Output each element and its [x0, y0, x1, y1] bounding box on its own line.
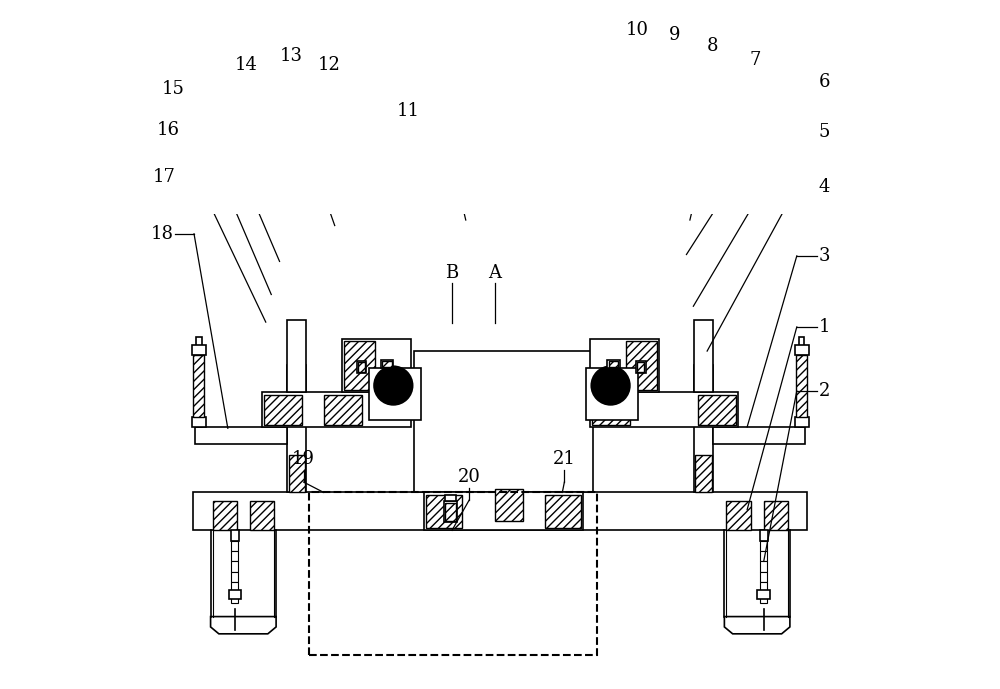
Bar	[795, 345, 809, 355]
Bar	[636, 361, 646, 373]
Text: A: A	[488, 264, 501, 282]
Bar	[342, 339, 411, 393]
Bar	[626, 341, 657, 391]
Bar	[195, 427, 287, 444]
Bar	[358, 362, 365, 372]
Bar	[381, 360, 393, 369]
Bar	[357, 361, 366, 373]
Bar	[264, 395, 302, 425]
Bar	[586, 369, 638, 420]
Bar	[231, 531, 239, 541]
Bar	[445, 503, 456, 521]
Bar	[796, 355, 807, 418]
Bar	[196, 338, 202, 427]
Text: 2: 2	[819, 382, 830, 400]
Bar	[760, 572, 767, 582]
Circle shape	[591, 367, 630, 405]
Bar	[590, 339, 659, 393]
Text: 10: 10	[626, 21, 649, 39]
Bar	[592, 395, 630, 425]
Text: 16: 16	[157, 121, 180, 139]
Text: 20: 20	[458, 469, 481, 486]
Bar	[193, 493, 807, 531]
Bar	[760, 562, 767, 572]
Bar	[426, 495, 462, 528]
Text: 4: 4	[819, 178, 830, 196]
Bar	[764, 502, 788, 531]
Text: 3: 3	[819, 247, 830, 265]
Bar	[231, 541, 238, 551]
Bar	[694, 365, 713, 493]
Bar	[229, 590, 241, 599]
Bar	[287, 365, 306, 493]
Bar	[213, 502, 237, 531]
Bar	[799, 338, 804, 427]
Bar	[726, 502, 751, 531]
Bar	[231, 572, 238, 582]
Bar	[694, 320, 713, 393]
Bar	[760, 582, 767, 593]
Bar	[231, 593, 238, 603]
Bar	[324, 395, 362, 425]
Text: 19: 19	[292, 451, 315, 469]
Bar	[713, 427, 805, 444]
Bar	[445, 495, 456, 502]
Bar	[609, 362, 618, 367]
Bar	[760, 531, 768, 541]
Circle shape	[388, 380, 399, 391]
Text: 12: 12	[317, 56, 340, 74]
Polygon shape	[211, 617, 276, 634]
Text: 17: 17	[153, 168, 176, 186]
Bar	[193, 355, 204, 418]
Text: 5: 5	[819, 123, 830, 141]
Bar	[289, 455, 305, 493]
Bar	[698, 395, 736, 425]
Circle shape	[374, 367, 413, 405]
Bar	[414, 351, 593, 493]
Text: 9: 9	[669, 26, 680, 44]
Bar	[369, 369, 421, 420]
Bar	[444, 502, 457, 522]
Bar	[495, 489, 523, 521]
Bar	[760, 541, 767, 551]
Bar	[344, 341, 375, 391]
Text: 8: 8	[707, 37, 719, 55]
Text: 21: 21	[553, 451, 576, 469]
Bar	[231, 551, 238, 562]
Text: 11: 11	[397, 102, 420, 120]
Text: 13: 13	[279, 47, 302, 65]
Bar	[309, 493, 597, 655]
Bar	[590, 393, 738, 427]
Circle shape	[605, 380, 616, 391]
Text: 1: 1	[819, 318, 830, 336]
Bar	[424, 493, 583, 531]
Bar	[637, 362, 644, 372]
Bar	[695, 455, 712, 493]
Bar	[382, 362, 392, 367]
Text: 15: 15	[162, 80, 185, 98]
Bar	[757, 590, 770, 599]
Bar	[287, 320, 306, 393]
Bar	[545, 495, 581, 528]
Text: 14: 14	[235, 56, 257, 74]
Text: 6: 6	[819, 73, 830, 91]
Text: 18: 18	[150, 225, 173, 243]
Text: 7: 7	[750, 51, 761, 69]
Bar	[607, 360, 620, 369]
Bar	[192, 418, 206, 427]
Bar	[760, 551, 767, 562]
Bar	[231, 582, 238, 593]
Bar	[760, 593, 767, 603]
Polygon shape	[724, 617, 790, 634]
Bar	[231, 562, 238, 572]
Bar	[795, 418, 809, 427]
Text: B: B	[445, 264, 459, 282]
Bar	[250, 502, 274, 531]
Bar	[262, 393, 411, 427]
Bar	[192, 345, 206, 355]
